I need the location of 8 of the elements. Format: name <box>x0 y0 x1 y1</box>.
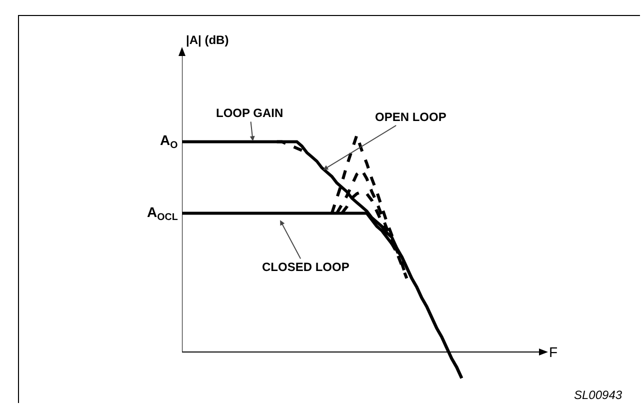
text: F <box>549 344 558 360</box>
annotation: CLOSED LOOP <box>262 260 350 274</box>
text: LOOP GAIN <box>216 106 284 120</box>
text: A$_{O}$ <box>160 132 178 151</box>
text: |A| (dB) <box>186 33 229 47</box>
text: SL00943 <box>574 388 622 402</box>
text: OPEN LOOP <box>375 110 446 124</box>
text: A$_{OCL}$ <box>147 204 178 223</box>
